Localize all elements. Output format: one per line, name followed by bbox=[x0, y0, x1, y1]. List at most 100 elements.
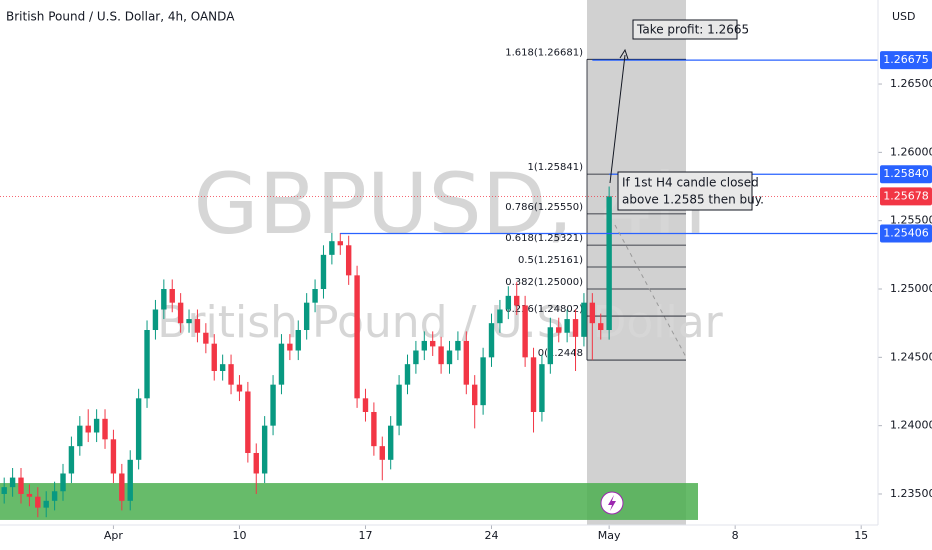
candle-body bbox=[387, 425, 394, 460]
fib-label: 0.786(1.25550) bbox=[505, 202, 583, 213]
candle-body bbox=[211, 343, 217, 371]
fib-label: 0.236(1.24802) bbox=[505, 304, 583, 315]
y-tick-label: 1.25000 bbox=[890, 282, 932, 295]
candle-body bbox=[26, 493, 33, 497]
candle-body bbox=[245, 391, 251, 453]
candle-body bbox=[43, 500, 49, 508]
price-tag-label: 1.25840 bbox=[883, 167, 929, 180]
candle-body bbox=[572, 319, 579, 337]
candle-body bbox=[404, 364, 411, 385]
candle-body bbox=[102, 418, 108, 440]
fib-label: 0.382(1.25000) bbox=[505, 277, 583, 288]
candle-body bbox=[203, 332, 209, 344]
candle-body bbox=[194, 319, 201, 333]
support-zone bbox=[0, 483, 698, 520]
candle-body bbox=[312, 289, 318, 303]
price-tag-label: 1.25406 bbox=[883, 227, 929, 240]
candle-body bbox=[85, 425, 91, 433]
candle-body bbox=[488, 323, 495, 358]
price-tag bbox=[880, 51, 932, 70]
candle-body bbox=[429, 340, 436, 347]
candle-body bbox=[295, 330, 301, 351]
candle-body bbox=[77, 425, 83, 447]
candle-body bbox=[60, 473, 66, 492]
candle-body bbox=[379, 446, 385, 460]
x-tick-label: 24 bbox=[485, 529, 499, 542]
price-tag-label: 1.26675 bbox=[883, 53, 929, 66]
candle-body bbox=[446, 350, 453, 365]
candle-body bbox=[480, 357, 486, 406]
candle-body bbox=[413, 350, 419, 365]
annotation: If 1st H4 candle closed bbox=[622, 176, 759, 190]
candle-body bbox=[320, 254, 327, 290]
candle-body bbox=[556, 327, 562, 333]
candle-body bbox=[135, 398, 142, 460]
candle-body bbox=[127, 459, 133, 501]
y-tick-label: 1.24000 bbox=[890, 419, 932, 432]
candle-body bbox=[522, 305, 528, 358]
candle-body bbox=[228, 364, 234, 385]
candle-body bbox=[606, 196, 612, 331]
price-tag-label: 1.25678 bbox=[883, 189, 929, 202]
candle-body bbox=[329, 241, 335, 255]
candle-body bbox=[371, 411, 377, 447]
price-tag bbox=[880, 187, 932, 206]
candle-body bbox=[421, 340, 427, 351]
candle-body bbox=[152, 309, 159, 331]
candle-body bbox=[581, 302, 587, 337]
candle-body bbox=[18, 477, 24, 494]
price-tag bbox=[880, 165, 932, 184]
candle-body bbox=[51, 491, 58, 501]
fib-label: 0.5(1.25161) bbox=[518, 255, 583, 266]
x-tick-label: May bbox=[598, 529, 621, 542]
fib-label: 1(1.25841) bbox=[527, 162, 583, 173]
x-tick-label: 15 bbox=[854, 529, 868, 542]
candle-body bbox=[598, 323, 604, 331]
candle-body bbox=[186, 319, 192, 324]
x-tick-label: 10 bbox=[232, 529, 246, 542]
candle-body bbox=[564, 319, 570, 333]
candle-body bbox=[177, 302, 184, 324]
annotation-box bbox=[617, 171, 753, 211]
candle-body bbox=[287, 343, 293, 351]
fib-label: 1.618(1.26681) bbox=[505, 47, 583, 58]
candle-body bbox=[455, 340, 461, 351]
candle-body bbox=[354, 275, 360, 399]
candle-body bbox=[119, 473, 125, 501]
candle-body bbox=[1, 487, 7, 494]
candle-body bbox=[9, 477, 16, 488]
y-tick-label: 1.25500 bbox=[890, 214, 932, 227]
candle-body bbox=[261, 425, 268, 474]
price-tag bbox=[880, 224, 932, 243]
x-tick-label: 8 bbox=[732, 529, 739, 542]
candle-body bbox=[345, 245, 352, 276]
highlight-band bbox=[587, 0, 686, 525]
candle-body bbox=[463, 340, 470, 385]
candle-body bbox=[278, 343, 285, 385]
annotation-box bbox=[632, 19, 738, 40]
x-tick-label: 17 bbox=[358, 529, 372, 542]
y-tick-label: 1.26000 bbox=[890, 145, 932, 158]
candle-body bbox=[68, 446, 75, 474]
x-tick-label: Apr bbox=[104, 529, 124, 542]
candle-body bbox=[303, 302, 310, 331]
annotation: above 1.2585 then buy. bbox=[622, 193, 764, 207]
arrow-head bbox=[619, 48, 629, 60]
candle-body bbox=[253, 452, 259, 474]
y-tick-label: 1.26500 bbox=[890, 77, 932, 90]
currency-label: USD bbox=[892, 10, 916, 23]
candle-body bbox=[35, 496, 41, 508]
watermark-subtitle: British Pound / U.S. Dollar bbox=[157, 297, 723, 348]
candle-body bbox=[144, 330, 150, 399]
candle-body bbox=[505, 295, 512, 310]
candle-body bbox=[547, 327, 554, 365]
candle-body bbox=[530, 357, 537, 412]
fib-label: 0.618(1.25321) bbox=[505, 233, 583, 244]
candle-body bbox=[514, 295, 520, 306]
chart-title: British Pound / U.S. Dollar, 4h, OANDA bbox=[6, 10, 235, 24]
annotation: Take profit: 1.2665 bbox=[636, 23, 749, 37]
candle-body bbox=[438, 346, 444, 365]
candle-body bbox=[472, 384, 478, 406]
fib-label: 0(1.2448 bbox=[538, 348, 583, 359]
